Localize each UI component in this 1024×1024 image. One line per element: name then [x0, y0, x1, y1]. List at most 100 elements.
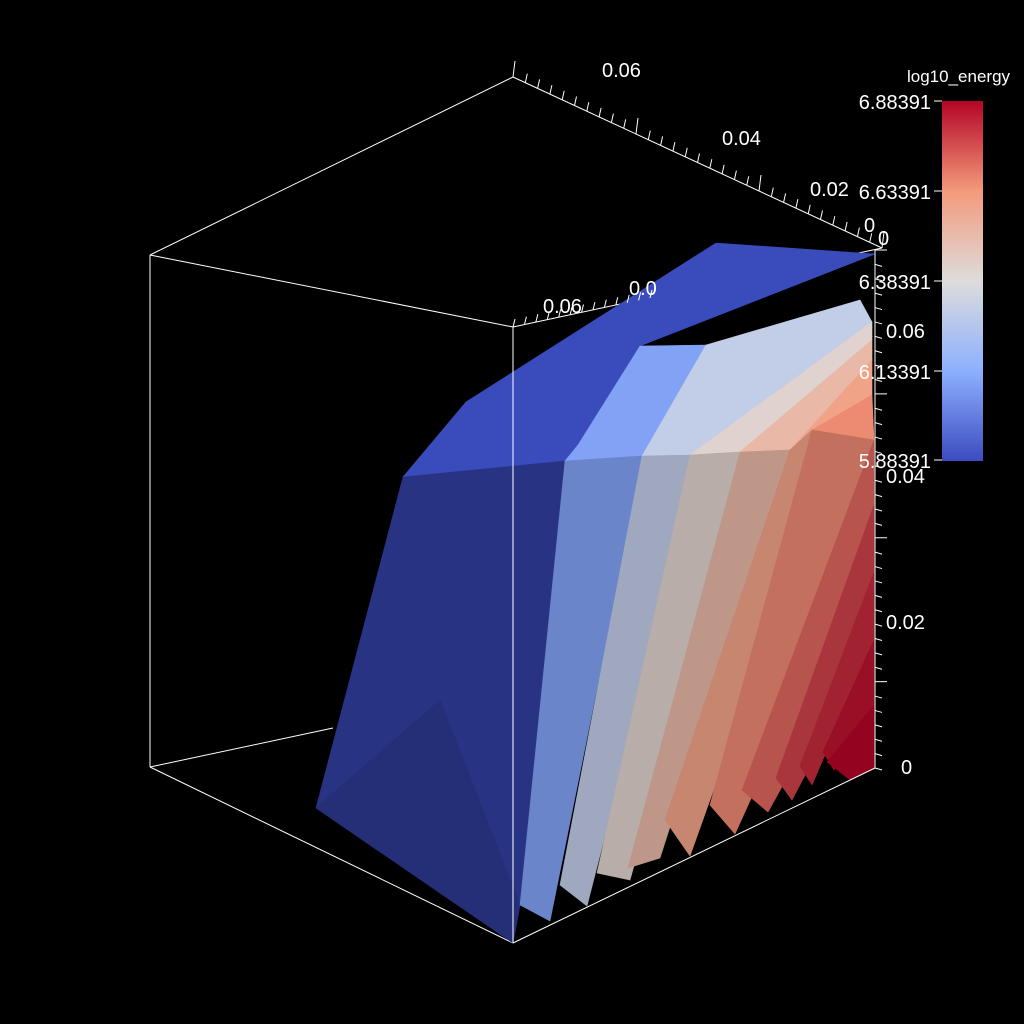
axis-tick-mark	[561, 90, 565, 100]
axis-tick-mark	[549, 84, 553, 95]
axis-tick-mark	[558, 309, 562, 318]
axis-tick-mark	[874, 465, 883, 469]
axis-tick-mark	[881, 231, 885, 249]
vertical-tick-label: 0.06	[886, 321, 925, 343]
axis-tick-mark	[874, 436, 883, 440]
axis-tick-mark	[874, 263, 883, 267]
axis-tick-mark	[672, 141, 676, 152]
axis-tick-mark	[874, 695, 883, 699]
axis-tick-mark	[874, 422, 883, 426]
box-edge	[149, 766, 514, 944]
axis-ticks	[512, 60, 887, 771]
axis-tick-mark	[874, 709, 883, 713]
axis-tick-mark	[874, 551, 883, 555]
vertical-tick-label: 0	[901, 757, 912, 779]
axis-tick-mark	[874, 364, 883, 368]
axis-tick-mark	[874, 666, 883, 670]
axis-tick-mark	[733, 170, 737, 180]
surface-mesh	[315, 242, 876, 944]
colorbar-tick-label: 6.38391	[859, 272, 931, 294]
axis-tick-mark	[535, 314, 539, 323]
axis-tick-mark	[856, 227, 860, 237]
axis-tick-mark	[586, 102, 590, 112]
axis-tick-mark	[874, 307, 883, 311]
box-edge	[149, 727, 334, 768]
axis-tick-mark	[869, 233, 873, 243]
colorbar-tick-label: 6.88391	[859, 92, 931, 114]
colorbar: log10_energy 6.88391 6.63391 6.38391 6.1…	[859, 67, 1011, 473]
axis-tick-mark	[592, 301, 596, 311]
axis-tick-mark	[874, 594, 883, 598]
axis-tick-mark	[537, 79, 541, 89]
axis-tick-mark	[874, 638, 883, 641]
axis-tick-mark	[615, 297, 619, 306]
axis-tick-mark	[635, 117, 639, 135]
box-edge	[149, 76, 514, 256]
axis-tick-mark	[874, 652, 883, 656]
axis-tick-mark	[874, 479, 883, 483]
axis-tick-mark	[874, 321, 883, 325]
box-edge	[512, 767, 876, 944]
axis-tick-mark	[874, 753, 883, 757]
vertical-tick-label: 0.02	[886, 612, 925, 634]
axis-tick-mark	[874, 724, 883, 728]
axis-tick-mark	[512, 318, 516, 328]
axis-tick-mark	[874, 335, 883, 339]
axis-tick-mark	[795, 198, 799, 209]
axis-tick-mark	[660, 136, 664, 146]
axis-tick-mark	[697, 153, 700, 163]
axis-tick-mark	[874, 407, 883, 411]
axis-tick-mark	[874, 522, 883, 526]
axis-tick-mark	[807, 204, 811, 214]
axis-labels: 0.06 0.04 0.02 0 0.06 0.0 0 0.06 0.04 0.…	[543, 60, 925, 779]
axis-tick-mark	[626, 294, 630, 303]
box-edge	[149, 254, 514, 328]
axis-tick-mark	[721, 164, 725, 175]
axis-tick-mark	[574, 96, 577, 106]
colorbar-tick-label: 6.63391	[859, 182, 931, 204]
axis-tick-mark	[623, 119, 627, 129]
colorbar-gradient	[942, 101, 983, 461]
top-front-tick-label: 0.06	[543, 296, 582, 318]
axis-tick-mark	[844, 221, 848, 232]
colorbar-tick-label: 5.88391	[859, 451, 931, 473]
surface-strip-front	[519, 455, 643, 922]
axis-tick-mark	[874, 738, 883, 742]
axis-tick-mark	[709, 159, 713, 169]
axis-tick-mark	[649, 289, 653, 299]
axis-tick-mark	[874, 623, 883, 627]
axis-tick-mark	[783, 193, 787, 203]
axis-tick-mark	[581, 304, 584, 313]
axis-tick-mark	[874, 494, 883, 498]
axis-tick-mark	[524, 73, 528, 83]
axis-tick-mark	[820, 210, 823, 220]
axis-tick-mark	[874, 292, 883, 296]
axis-tick-mark	[874, 580, 883, 584]
axis-tick-mark	[523, 316, 527, 325]
top-back-tick-label: 0	[864, 215, 875, 237]
vertical-tick-label: 0.04	[886, 466, 925, 488]
axis-tick-mark	[874, 566, 883, 570]
axis-tick-mark	[770, 187, 774, 197]
axis-tick-mark	[512, 60, 516, 78]
axis-tick-mark	[546, 311, 550, 320]
axis-tick-mark	[603, 299, 607, 308]
vertical-tick-label: 0	[878, 228, 889, 250]
axis-tick-mark	[610, 113, 614, 123]
axis-tick-mark	[638, 292, 642, 301]
axis-tick-mark	[598, 107, 602, 118]
axis-tick-mark	[874, 350, 883, 354]
top-back-tick-label: 0.06	[602, 60, 641, 82]
axis-tick-mark	[874, 609, 883, 613]
axis-tick-mark	[874, 508, 883, 512]
top-back-tick-label: 0.04	[722, 128, 761, 150]
axis-tick-mark	[874, 379, 883, 382]
axis-tick-mark	[874, 767, 883, 771]
axis-tick-mark	[874, 278, 883, 282]
axis-tick-mark	[684, 147, 688, 157]
colorbar-title: log10_energy	[907, 67, 1011, 86]
top-back-tick-label: 0.02	[810, 179, 849, 201]
top-front-tick-label: 0.0	[629, 278, 657, 300]
colorbar-tick-label: 6.13391	[859, 362, 931, 384]
